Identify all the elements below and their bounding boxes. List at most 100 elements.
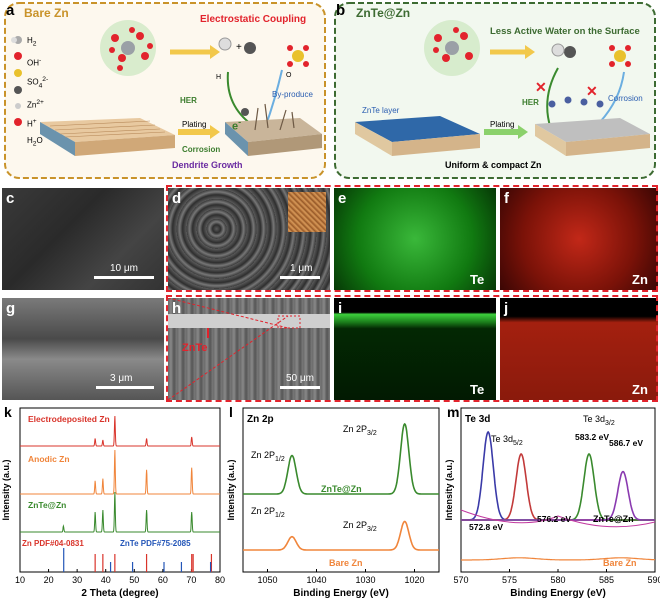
chart-title: Te 3d [465, 414, 490, 425]
xps-series-line [243, 422, 439, 495]
eds-map-i: i Te [334, 298, 496, 400]
xps-zn-chart: 1050 1040 1030 1020 Binding Energy (eV) Inten… [226, 404, 440, 599]
legend-zn: Zn2+ [27, 99, 44, 110]
scale-text-h: 50 μm [286, 373, 314, 384]
x-tick-label: 580 [550, 575, 565, 585]
xps-series-line [243, 520, 439, 551]
peak-label: Zn 2P3/2 [343, 424, 377, 437]
legend-so4: SO42- [27, 76, 49, 90]
plating-label-b: Plating [490, 120, 515, 129]
series-label: ZnTe@Zn [28, 500, 66, 510]
panel-h-label: h [172, 300, 182, 317]
series-label: ZnTe@Zn [321, 484, 362, 494]
chart-title: Zn 2p [247, 414, 274, 425]
element-label-e: Te [470, 272, 485, 287]
panel-a-schematic: + [4, 2, 326, 179]
scale-bar-h [280, 386, 320, 389]
peak-label: Zn 2P1/2 [251, 506, 285, 519]
inset-photo [288, 192, 326, 232]
legend-oh: OH- [27, 57, 42, 68]
cross-section-layer [168, 314, 330, 328]
scale-text-d: 1 μm [290, 263, 313, 274]
x-tick-label: 575 [502, 575, 517, 585]
element-label-j: Zn [632, 382, 648, 397]
dendrite-label: Dendrite Growth [172, 160, 243, 170]
xrd-chart: 10 20 30 40 50 60 70 80 2 Theta (degree) Intensit… [1, 404, 225, 599]
panel-m-label: m [447, 404, 459, 420]
series-label: Bare Zn [603, 558, 637, 568]
plot-frame [19, 407, 221, 573]
sem-image-c: c 10 μm [2, 188, 164, 290]
x-tick-label: 585 [599, 575, 614, 585]
her-label-a: HER [180, 96, 197, 105]
fit-peak-line [461, 453, 655, 521]
highlight-box-row2 [166, 295, 658, 402]
zoom-lines [168, 298, 301, 400]
panel-j-label: j [504, 300, 509, 317]
bare-zn-line [461, 557, 655, 561]
legend-h-plus: H+ [27, 118, 37, 129]
energy-label: 572.8 eV [469, 522, 503, 532]
x-tick-label: 1020 [404, 575, 424, 585]
scale-bar-c [94, 276, 154, 279]
sem-image-d: d 1 μm [168, 188, 330, 290]
panel-b-schematic: ✕ ✕ [334, 2, 656, 179]
energy-label: 586.7 eV [609, 438, 643, 448]
background-line [460, 509, 656, 528]
oxygen-label: O [286, 72, 292, 79]
peak-label: Te 3d3/2 [583, 414, 615, 427]
eds-map-j: j Zn [500, 298, 658, 400]
panel-f-label: f [504, 190, 509, 207]
x-axis-label: Binding Energy (eV) [510, 588, 606, 599]
her-label-b: HER [522, 98, 539, 107]
x-tick-label: 70 [186, 575, 196, 585]
corrosion-label-a: Corrosion [182, 145, 221, 154]
fit-peak-line [461, 470, 655, 521]
fit-peak-line [461, 453, 655, 521]
highlight-box-row1 [166, 185, 658, 292]
x-tick-label: 1050 [257, 575, 277, 585]
panel-b-title: ZnTe@Zn [356, 6, 411, 20]
panel-g-label: g [6, 300, 16, 317]
plot-frame [242, 407, 440, 573]
sem-image-h: h ZnTe 50 μm [168, 298, 330, 400]
plot-frame [460, 407, 656, 573]
series-label: ZnTe@Zn [593, 514, 634, 524]
series-label: Electrodeposited Zn [28, 414, 110, 424]
panel-a-label: a [6, 2, 15, 19]
x-tick-label: 590 [647, 575, 660, 585]
panel-a-subtitle: Electrostatic Coupling [200, 14, 307, 25]
panel-a-legend: H2 OH- SO42- Zn2+ H+ H2O [27, 33, 48, 153]
legend-h2: H2 [27, 36, 37, 48]
panel-i-label: i [338, 300, 343, 317]
xrd-series-line [20, 415, 220, 447]
x-tick-label: 80 [215, 575, 225, 585]
ref-label-zn: Zn PDF#04-0831 [22, 539, 84, 548]
corrosion-label-b: Corrosion [608, 94, 643, 103]
xps-te-chart: 570 575 580 585 590 Binding Energy (eV) Intens… [444, 404, 660, 599]
svg-text:+: + [236, 42, 242, 53]
panel-e-label: e [338, 190, 347, 207]
panel-d-label: d [172, 190, 182, 207]
y-axis-label: Intensity (a.u.) [1, 459, 11, 520]
energy-label: 576.2 eV [537, 514, 571, 524]
x-tick-label: 60 [158, 575, 168, 585]
legend-water: H2O [27, 136, 43, 148]
svg-text:✕: ✕ [535, 79, 547, 95]
ref-label-znte: ZnTe PDF#75-2085 [120, 539, 191, 548]
series-label: Anodic Zn [28, 454, 70, 464]
peak-label: Zn 2P1/2 [251, 450, 285, 463]
hydrogen-label: H [216, 74, 222, 81]
svg-text:✕: ✕ [586, 83, 598, 99]
uniform-label: Uniform & compact Zn [445, 160, 542, 170]
x-axis-label: 2 Theta (degree) [81, 588, 158, 599]
panel-k-label: k [4, 404, 12, 420]
x-axis-label: Binding Energy (eV) [293, 588, 389, 599]
electron-label: e- [232, 117, 242, 133]
scale-bar-g [96, 386, 154, 389]
y-axis-label: Intensity (a.u.) [226, 459, 236, 520]
panel-b-label: b [336, 2, 346, 19]
xrd-series-line [20, 449, 220, 495]
x-tick-label: 40 [101, 575, 111, 585]
energy-label: 583.2 eV [575, 432, 609, 442]
